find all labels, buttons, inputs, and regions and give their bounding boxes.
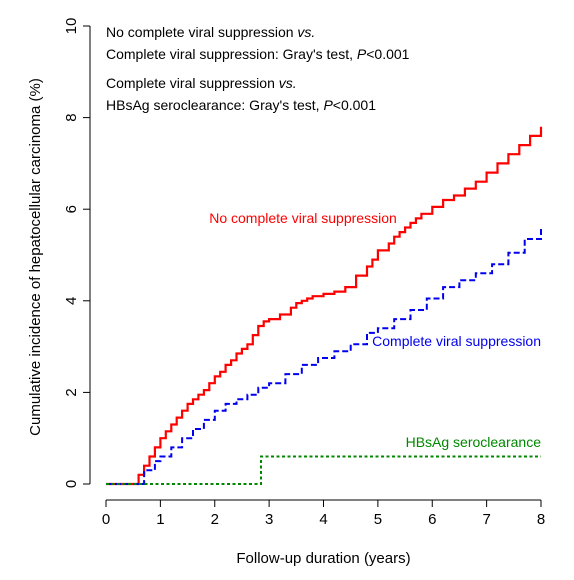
y-tick-label: 10 bbox=[63, 18, 80, 35]
annotation-segment: P bbox=[323, 97, 333, 113]
annotation-line: HBsAg seroclearance: Gray's test, P<0.00… bbox=[106, 97, 376, 113]
series-layer bbox=[106, 126, 543, 486]
x-tick-label: 7 bbox=[482, 511, 490, 528]
series-label-no-complete-suppression: No complete viral suppression bbox=[209, 210, 397, 226]
x-tick-label: 0 bbox=[102, 511, 110, 528]
series-label-hbsag-seroclearance: HBsAg seroclearance bbox=[406, 434, 542, 450]
annotation-segment: P bbox=[357, 46, 367, 62]
x-tick-label: 6 bbox=[428, 511, 436, 528]
series-line-no-complete-suppression bbox=[106, 126, 543, 486]
series-label-complete-suppression: Complete viral suppression bbox=[372, 333, 541, 349]
x-tick-label: 8 bbox=[537, 511, 545, 528]
annotation-segment: Complete viral suppression: Gray's test, bbox=[106, 46, 357, 62]
y-tick-label: 8 bbox=[63, 113, 80, 121]
x-tick-label: 4 bbox=[319, 511, 327, 528]
annotation-line: Complete viral suppression vs. bbox=[106, 75, 297, 91]
y-tick-label: 4 bbox=[63, 297, 80, 305]
annotations: No complete viral suppression vs.Complet… bbox=[106, 24, 410, 113]
annotation-segment: vs. bbox=[279, 75, 297, 91]
annotation-segment: <0.001 bbox=[333, 97, 376, 113]
y-tick-label: 6 bbox=[63, 205, 80, 213]
x-tick-label: 3 bbox=[265, 511, 273, 528]
annotation-line: No complete viral suppression vs. bbox=[106, 24, 315, 40]
annotation-segment: vs. bbox=[297, 24, 315, 40]
x-tick-label: 2 bbox=[211, 511, 219, 528]
series-labels: No complete viral suppression Complete vi… bbox=[209, 210, 541, 450]
annotation-segment: HBsAg seroclearance: Gray's test, bbox=[106, 97, 323, 113]
x-tick-label: 5 bbox=[374, 511, 382, 528]
y-axis: 0 2 4 6 8 10 bbox=[63, 18, 91, 488]
x-axis: 0 1 2 3 4 5 6 7 8 bbox=[102, 499, 545, 528]
annotation-line: Complete viral suppression: Gray's test,… bbox=[106, 46, 410, 62]
series-line-complete-suppression bbox=[106, 227, 542, 485]
annotation-segment: No complete viral suppression bbox=[106, 24, 297, 40]
x-tick-label: 1 bbox=[156, 511, 164, 528]
y-tick-label: 0 bbox=[63, 480, 80, 488]
annotation-segment: Complete viral suppression bbox=[106, 75, 279, 91]
y-tick-label: 2 bbox=[63, 388, 80, 396]
y-axis-label: Cumulative incidence of hepatocellular c… bbox=[27, 78, 44, 436]
annotation-segment: <0.001 bbox=[366, 46, 409, 62]
x-axis-label: Follow-up duration (years) bbox=[236, 550, 410, 567]
series-line-hbsag-seroclearance bbox=[106, 455, 541, 485]
